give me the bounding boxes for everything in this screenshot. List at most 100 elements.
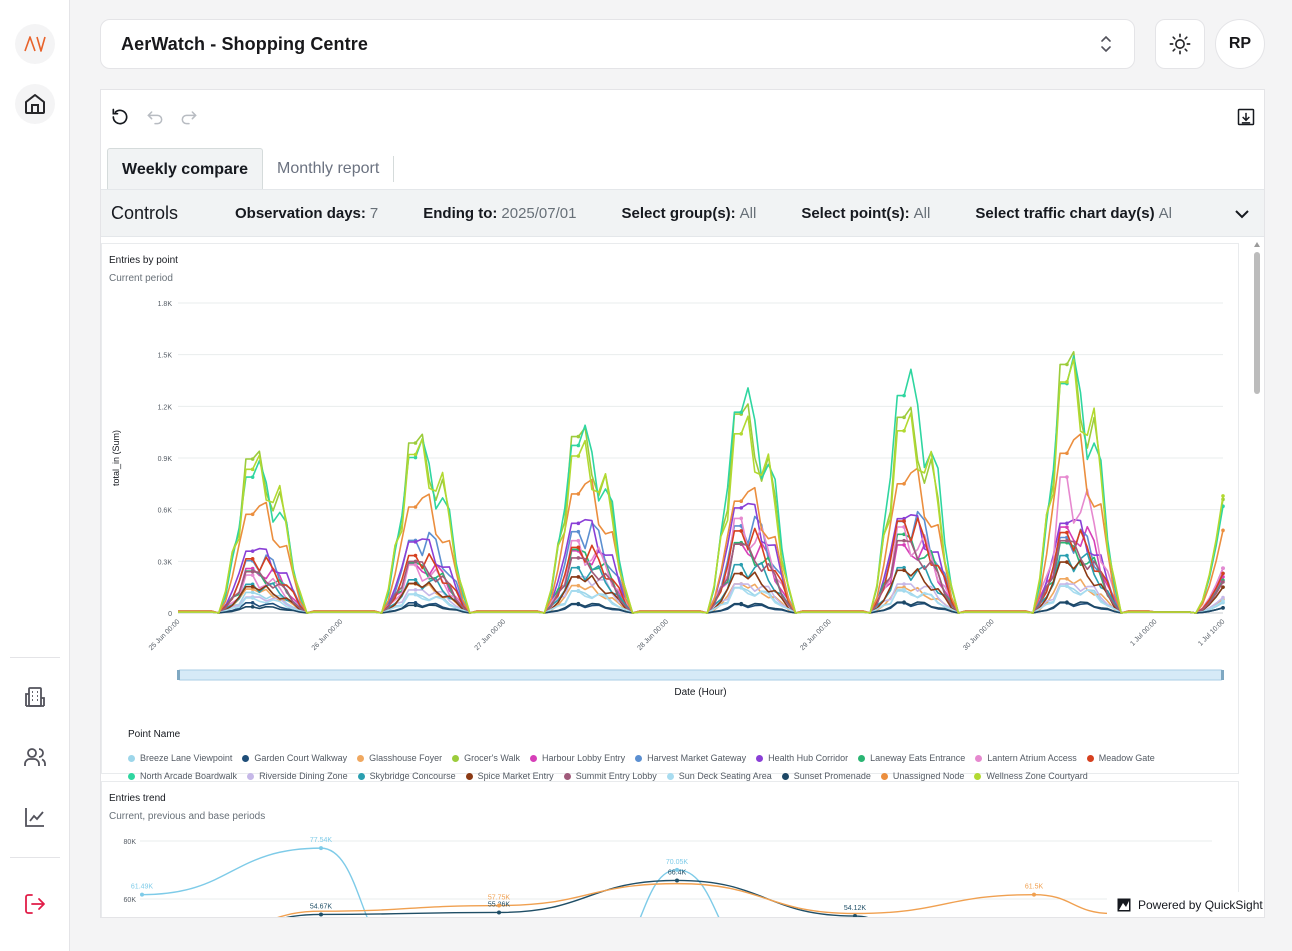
legend-item[interactable]: Unassigned Node	[880, 767, 964, 785]
tab-monthly-report[interactable]: Monthly report	[277, 160, 380, 177]
data-point	[576, 583, 581, 588]
legend-item[interactable]: Breeze Lane Viewpoint	[128, 749, 232, 767]
legend-item[interactable]: Harvest Market Gateway	[635, 749, 746, 767]
legend-item[interactable]: Riverside Dining Zone	[247, 767, 348, 785]
select-points-control[interactable]: Select point(s): All	[801, 205, 930, 222]
legend-item[interactable]: Wellness Zone Courtyard	[974, 767, 1088, 785]
legend-item[interactable]: Health Hub Corridor	[756, 749, 848, 767]
control-value: 2025/07/01	[501, 204, 577, 222]
data-point	[1065, 521, 1069, 526]
legend-item[interactable]: Laneway Eats Entrance	[858, 749, 965, 767]
y-tick-label: 0.6K	[158, 508, 173, 515]
legend-item[interactable]: Summit Entry Lobby	[563, 767, 657, 785]
legend-label: North Arcade Boardwalk	[140, 771, 238, 781]
legend-item[interactable]: Grocer's Walk	[452, 749, 520, 767]
data-point	[250, 566, 255, 571]
legend-swatch	[563, 772, 571, 780]
redo-icon	[181, 111, 197, 125]
legend-swatch	[1086, 754, 1094, 762]
select-traffic-days-control[interactable]: Select traffic chart day(s) Al	[975, 205, 1172, 222]
observation-days-control[interactable]: Observation days: 7	[235, 205, 378, 222]
legend-label: Breeze Lane Viewpoint	[140, 753, 233, 763]
legend-item[interactable]: Sunset Promenade	[781, 767, 871, 785]
download-icon	[1237, 108, 1255, 126]
series-line	[178, 585, 1224, 614]
visual-title: Entries trend	[109, 793, 166, 804]
legend-item[interactable]: Glasshouse Foyer	[357, 749, 442, 767]
user-avatar[interactable]: RP	[1215, 19, 1265, 69]
data-point	[1065, 584, 1069, 589]
series-line	[178, 585, 1224, 614]
legend-label: Riverside Dining Zone	[259, 771, 348, 781]
quicksight-badge[interactable]: Powered by QuickSight	[1107, 892, 1263, 917]
legend-item[interactable]: Meadow Gate	[1086, 749, 1155, 767]
chevron-down-icon[interactable]	[1232, 204, 1252, 224]
app-logo[interactable]	[15, 24, 55, 64]
data-point	[576, 575, 581, 579]
data-point	[902, 429, 906, 433]
data-label: 61.5K	[1025, 884, 1044, 891]
sun-icon	[1169, 33, 1191, 55]
series-line	[178, 351, 1224, 614]
legend-item[interactable]: Sun Deck Seating Area	[666, 767, 772, 785]
legend-item[interactable]: Garden Court Walkway	[242, 749, 347, 767]
data-point	[576, 454, 581, 458]
legend-item[interactable]: North Arcade Boardwalk	[128, 767, 237, 785]
entries-trend-chart: 80K60K61.49K77.54K54.67K55.36K57.75K70.0…	[124, 837, 1212, 917]
data-point	[902, 587, 906, 592]
legend-swatch	[465, 772, 473, 780]
redo-button[interactable]	[178, 106, 200, 128]
chart-line-icon	[25, 808, 44, 827]
legend-swatch	[247, 772, 255, 780]
legend-item[interactable]: Lantern Atrium Access	[975, 749, 1077, 767]
sidebar-item-logout[interactable]	[15, 884, 55, 924]
data-point	[1221, 595, 1225, 600]
data-point	[576, 545, 581, 550]
ending-to-control[interactable]: Ending to: 2025/07/01	[423, 205, 576, 222]
legend-swatch	[128, 754, 135, 762]
legend-label: Grocer's Walk	[464, 753, 521, 763]
legend-item[interactable]: Skybridge Concourse	[357, 767, 456, 785]
data-point	[1221, 528, 1225, 533]
data-point	[250, 549, 255, 553]
data-point	[1065, 451, 1069, 456]
entries-trend-visual: Entries trend Current, previous and base…	[101, 781, 1239, 917]
control-value: 7	[369, 204, 379, 222]
trend-point	[497, 910, 501, 915]
data-point	[413, 505, 418, 509]
x-tick-label: 1 Jul 00:00	[1129, 618, 1158, 647]
scrollbar-thumb[interactable]	[1254, 252, 1260, 394]
data-point	[1065, 553, 1069, 558]
trend-line	[141, 847, 368, 917]
data-label: 54.67K	[310, 903, 333, 910]
data-point	[576, 589, 581, 594]
select-groups-control[interactable]: Select group(s): All	[621, 205, 756, 222]
data-point	[1221, 599, 1225, 603]
sidebar-item-users[interactable]	[15, 737, 55, 777]
tab-weekly-compare[interactable]: Weekly compare	[107, 148, 263, 190]
undo-button[interactable]	[144, 106, 166, 128]
data-point	[413, 588, 418, 592]
sidebar-item-buildings[interactable]	[15, 677, 55, 717]
reset-button[interactable]	[109, 106, 131, 128]
data-point	[1221, 606, 1225, 610]
dashboard-scrollbar[interactable]	[1252, 240, 1262, 918]
users-icon	[24, 748, 46, 766]
sidebar-item-analytics[interactable]	[15, 797, 55, 837]
tab-divider	[393, 156, 395, 182]
legend-item[interactable]: Spice Market Entry	[465, 767, 554, 785]
theme-toggle-button[interactable]	[1155, 19, 1205, 69]
chart-legend: Point Name Breeze Lane Viewpoint Garden C…	[128, 729, 1208, 785]
logout-icon	[25, 894, 45, 914]
sidebar-item-home[interactable]	[15, 84, 55, 124]
legend-swatch	[530, 754, 538, 762]
legend-item[interactable]: Harbour Lobby Entry	[530, 749, 625, 767]
data-label: 77.54K	[310, 837, 333, 844]
y-tick-label: 0.3K	[158, 559, 173, 566]
export-button[interactable]	[1235, 106, 1257, 128]
y-tick-label: 0.9K	[158, 456, 173, 463]
site-selector[interactable]: AerWatch - Shopping Centre	[100, 19, 1135, 69]
legend-swatch	[858, 754, 866, 762]
trend-point	[675, 878, 679, 883]
x-tick-label: 29 Jun 00:00	[799, 618, 833, 652]
